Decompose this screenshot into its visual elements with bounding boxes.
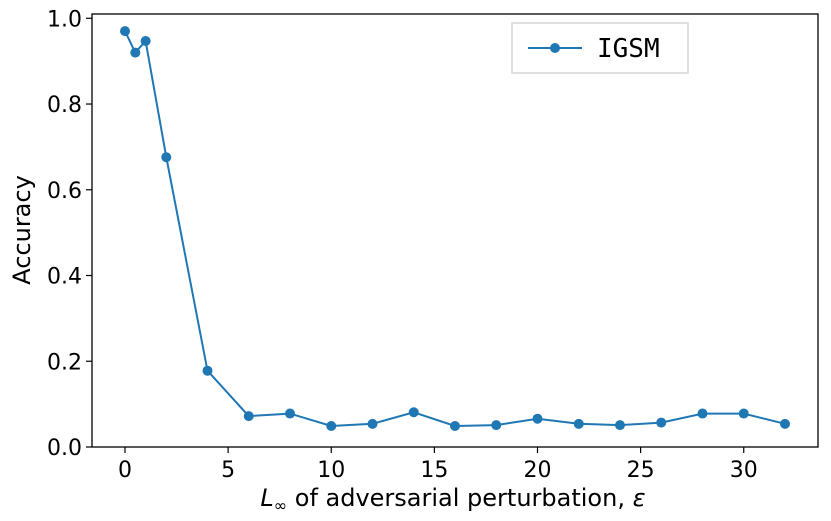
x-tick-label: 25 (627, 458, 655, 483)
x-axis-label-text: of adversarial perturbation, (287, 484, 632, 512)
x-tick-label: 0 (118, 458, 132, 483)
series-layer (120, 26, 790, 431)
plot-area (92, 14, 818, 447)
data-point (656, 417, 667, 428)
data-point (285, 408, 295, 419)
data-point (367, 418, 378, 429)
data-point (243, 411, 254, 422)
data-point (140, 36, 151, 47)
y-tick-label: 1.0 (47, 7, 82, 32)
x-axis-label-var: ε (633, 484, 646, 512)
y-tick-label: 0.0 (47, 436, 82, 461)
x-axis-label-subscript: ∞ (274, 496, 287, 515)
data-point (780, 418, 790, 429)
legend-label: IGSM (597, 34, 660, 64)
x-tick-label: 15 (420, 458, 448, 483)
data-point (450, 420, 460, 431)
data-point (120, 26, 130, 37)
y-tick-label: 0.6 (47, 179, 82, 204)
data-point (532, 413, 543, 424)
legend: IGSM (511, 22, 689, 74)
data-point (738, 408, 749, 419)
y-axis: 0.0 0.2 0.4 0.6 0.8 1.0 (47, 7, 92, 461)
data-point (615, 420, 625, 431)
data-point (697, 408, 708, 419)
plot-frame (91, 13, 819, 448)
data-point (202, 365, 213, 376)
x-tick-label: 5 (221, 458, 235, 483)
y-tick-label: 0.4 (47, 265, 82, 290)
x-axis: 0 5 10 15 20 25 30 (118, 447, 758, 483)
x-tick-label: 20 (524, 458, 552, 483)
data-point (408, 407, 419, 418)
y-tick-label: 0.2 (47, 350, 82, 375)
data-point (573, 418, 584, 429)
data-point (491, 420, 502, 431)
data-point (130, 47, 141, 58)
x-axis-label: L∞ of adversarial perturbation, ε (260, 484, 645, 515)
y-axis-label: Accuracy (8, 175, 36, 285)
x-tick-label: 30 (730, 458, 758, 483)
legend-marker (550, 43, 560, 53)
x-axis-label-symbol: L (260, 484, 273, 512)
y-tick-label: 0.8 (47, 93, 82, 118)
x-tick-label: 10 (317, 458, 345, 483)
data-point (161, 152, 172, 163)
data-point (326, 420, 337, 431)
